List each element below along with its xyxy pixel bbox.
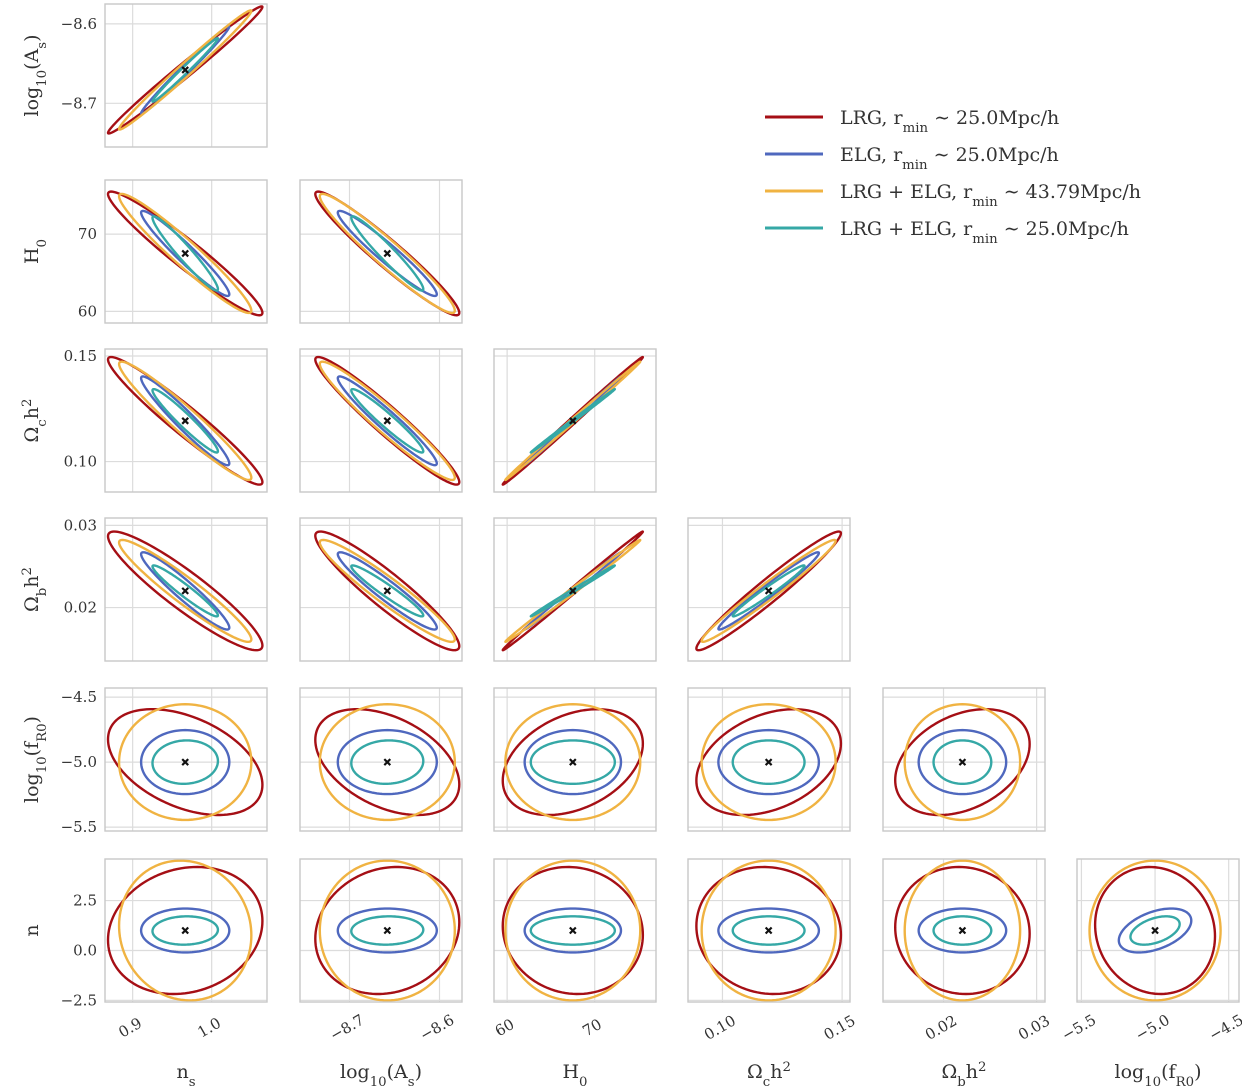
panel-logAs-ombh2	[300, 518, 462, 661]
panel-omch2-ombh2	[688, 518, 850, 661]
fiducial-marker	[766, 588, 772, 594]
x-tick-label: −4.5	[1206, 1011, 1242, 1045]
x-axis-label: log10(As)	[340, 1061, 422, 1087]
y-axis-label: log10(As)	[21, 35, 50, 117]
y-tick-label: −5.0	[61, 753, 97, 771]
fiducial-marker	[182, 250, 188, 256]
legend-item: ELG, rmin ∼ 25.0Mpc/h	[765, 144, 1059, 173]
panel-frame	[300, 349, 462, 492]
panel-logAs-H0	[300, 180, 462, 323]
x-tick-label: 0.10	[701, 1012, 739, 1044]
y-tick-label: 0.02	[64, 599, 97, 617]
x-tick-label: 60	[492, 1015, 518, 1040]
panel-H0-logfR0	[494, 688, 656, 831]
x-axis-label: Ωch2	[747, 1060, 791, 1088]
y-tick-label: 0.10	[64, 453, 97, 471]
panel-ns-n: −2.5 0.0 2.5 n 0.9 1.0 ns	[21, 859, 267, 1087]
x-axis-label: log10(fR0)	[1115, 1061, 1202, 1087]
legend-item: LRG, rmin ∼ 25.0Mpc/h	[765, 107, 1059, 136]
y-tick-label: −5.5	[61, 818, 97, 836]
fiducial-marker	[384, 588, 390, 594]
panel-logAs-logfR0	[300, 688, 462, 831]
y-tick-label: 0.15	[64, 347, 97, 365]
panel-logAs-n: −8.7 −8.6 log10(As)	[300, 859, 462, 1087]
fiducial-marker	[182, 67, 188, 73]
panel-ombh2-n: 0.02 0.03 Ωbh2	[883, 859, 1053, 1087]
y-tick-label: 0.03	[64, 516, 97, 534]
fiducial-marker	[384, 418, 390, 424]
panel-frame	[300, 180, 462, 323]
panel-H0-n: 60 70 H0	[492, 859, 656, 1087]
panel-H0-omch2	[494, 349, 656, 492]
fiducial-marker	[959, 928, 965, 934]
panel-omch2-n: 0.10 0.15 Ωch2	[688, 859, 859, 1087]
fiducial-marker	[182, 418, 188, 424]
panel-omch2-logfR0	[688, 688, 850, 831]
legend-item: LRG + ELG, rmin ∼ 25.0Mpc/h	[765, 218, 1129, 247]
y-tick-label: 0.0	[73, 941, 97, 959]
panel-ns-logfR0: −5.5 −5.0 −4.5 log10(fR0)	[21, 688, 267, 836]
fiducial-marker	[384, 250, 390, 256]
panel-ombh2-logfR0	[883, 688, 1045, 831]
x-tick-label: 0.02	[922, 1012, 960, 1044]
y-axis-label: Ωbh2	[20, 567, 50, 612]
panel-ns-omch2: 0.10 0.15 Ωch2	[20, 347, 268, 492]
fiducial-marker	[182, 928, 188, 934]
fiducial-marker	[570, 928, 576, 934]
x-tick-label: −5.0	[1132, 1011, 1173, 1045]
x-axis-label: H0	[562, 1061, 587, 1087]
legend-item: LRG + ELG, rmin ∼ 43.79Mpc/h	[765, 181, 1141, 210]
panel-ns-logAs: −8.7 −8.6 log10(As)	[21, 4, 267, 147]
y-tick-label: −2.5	[61, 991, 97, 1009]
y-axis-label: Ωch2	[20, 399, 50, 443]
y-axis-label: H0	[21, 239, 50, 264]
legend-label: LRG + ELG, rmin ∼ 25.0Mpc/h	[840, 218, 1129, 247]
x-axis-label: ns	[176, 1061, 195, 1087]
y-tick-label: −8.7	[61, 94, 97, 112]
x-tick-label: −8.6	[417, 1011, 458, 1045]
x-tick-label: −8.7	[327, 1011, 368, 1045]
panel-ns-ombh2: 0.02 0.03 Ωbh2	[20, 516, 268, 661]
y-tick-label: −8.6	[61, 15, 97, 33]
panel-frame	[494, 859, 656, 1002]
y-tick-label: 2.5	[73, 892, 97, 910]
fiducial-marker	[182, 588, 188, 594]
fiducial-marker	[384, 928, 390, 934]
x-axis-label: Ωbh2	[942, 1060, 987, 1088]
y-axis-label: n	[21, 924, 43, 936]
legend-label: LRG, rmin ∼ 25.0Mpc/h	[840, 107, 1059, 136]
panel-ns-H0: 60 70 H0	[21, 180, 267, 323]
x-tick-label: 0.03	[1015, 1012, 1053, 1044]
panels: −8.7−8.6log10(As)6070H00.100.15Ωch20.020…	[20, 4, 1242, 1087]
fiducial-marker	[766, 928, 772, 934]
legend: LRG, rmin ∼ 25.0Mpc/h ELG, rmin ∼ 25.0Mpc…	[765, 107, 1141, 247]
panel-logAs-omch2	[300, 349, 462, 492]
y-tick-label: −4.5	[61, 688, 97, 706]
x-tick-label: −5.5	[1059, 1011, 1100, 1045]
x-tick-label: 0.9	[115, 1014, 145, 1042]
y-axis-label: log10(fR0)	[21, 716, 50, 803]
legend-label: LRG + ELG, rmin ∼ 43.79Mpc/h	[840, 181, 1141, 210]
x-tick-label: 0.15	[821, 1012, 859, 1044]
panel-H0-ombh2	[494, 518, 656, 661]
y-tick-label: 60	[78, 302, 97, 320]
panel-frame	[688, 688, 850, 831]
x-tick-label: 70	[579, 1015, 605, 1040]
y-tick-label: 70	[78, 225, 97, 243]
x-tick-label: 1.0	[194, 1014, 224, 1042]
legend-label: ELG, rmin ∼ 25.0Mpc/h	[840, 144, 1059, 173]
